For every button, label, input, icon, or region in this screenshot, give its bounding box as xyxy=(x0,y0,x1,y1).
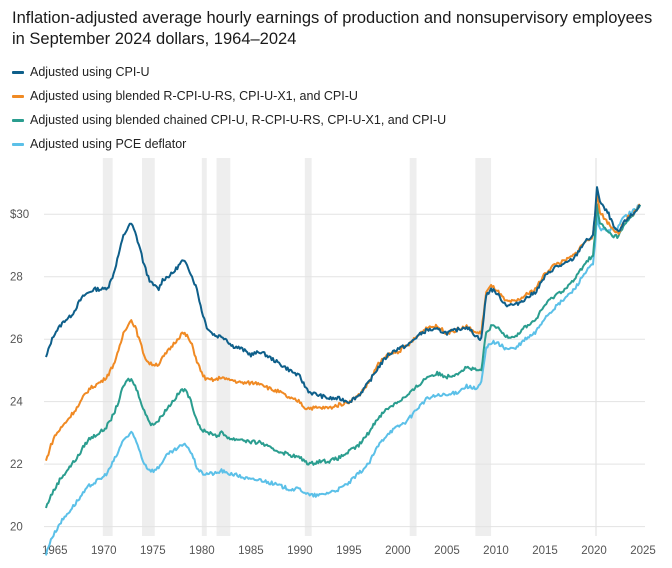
recession-band-5 xyxy=(409,158,417,536)
recession-band-7 xyxy=(594,158,597,536)
recession-band-3 xyxy=(216,158,231,536)
y-tick-label-1: 22 xyxy=(10,459,23,471)
x-tick-label-11: 2020 xyxy=(581,545,607,557)
legend-swatch-blended-r-cpi-u-rs xyxy=(12,94,24,98)
series-line-blended-r-cpi-u-rs xyxy=(45,191,641,461)
legend-swatch-blended-chained xyxy=(12,118,24,122)
recession-band-0 xyxy=(102,158,113,536)
legend-label-pce-deflator: Adjusted using PCE deflator xyxy=(30,137,187,151)
recession-band-4 xyxy=(304,158,312,536)
recession-band-1 xyxy=(142,158,155,536)
legend-item-blended-r-cpi-u-rs: Adjusted using blended R-CPI-U-RS, CPI-U… xyxy=(12,84,446,108)
series-line-pce-deflator xyxy=(45,204,641,556)
y-tick-label-0: 20 xyxy=(10,522,23,534)
x-tick-label-9: 2010 xyxy=(483,545,509,557)
legend-item-pce-deflator: Adjusted using PCE deflator xyxy=(12,132,446,156)
x-tick-label-6: 1995 xyxy=(336,545,362,557)
chart-title: Inflation-adjusted average hourly earnin… xyxy=(12,9,653,48)
x-tick-label-5: 1990 xyxy=(287,545,313,557)
y-tick-label-2: 24 xyxy=(10,397,23,409)
legend-swatch-pce-deflator xyxy=(12,142,24,146)
y-tick-label-3: 26 xyxy=(10,334,23,346)
series-line-blended-chained xyxy=(45,203,642,509)
x-tick-label-8: 2005 xyxy=(434,545,460,557)
legend: Adjusted using CPI-U Adjusted using blen… xyxy=(12,60,446,156)
x-tick-label-4: 1985 xyxy=(238,545,264,557)
legend-label-blended-r-cpi-u-rs: Adjusted using blended R-CPI-U-RS, CPI-U… xyxy=(30,89,358,103)
legend-swatch-cpi-u xyxy=(12,70,24,74)
legend-item-blended-chained: Adjusted using blended chained CPI-U, R-… xyxy=(12,108,446,132)
recession-band-2 xyxy=(201,158,207,536)
x-tick-label-3: 1980 xyxy=(189,545,215,557)
x-tick-label-1: 1970 xyxy=(91,545,117,557)
y-tick-label-4: 28 xyxy=(10,272,23,284)
legend-label-cpi-u: Adjusted using CPI-U xyxy=(30,65,150,79)
legend-label-blended-chained: Adjusted using blended chained CPI-U, R-… xyxy=(30,113,447,127)
x-tick-label-10: 2015 xyxy=(532,545,558,557)
y-tick-label-5: $30 xyxy=(10,209,29,221)
x-tick-label-12: 2025 xyxy=(630,545,656,557)
x-tick-label-2: 1975 xyxy=(140,545,166,557)
legend-item-cpi-u: Adjusted using CPI-U xyxy=(12,60,446,84)
series-line-cpi-u xyxy=(45,186,641,404)
x-tick-label-7: 2000 xyxy=(385,545,411,557)
